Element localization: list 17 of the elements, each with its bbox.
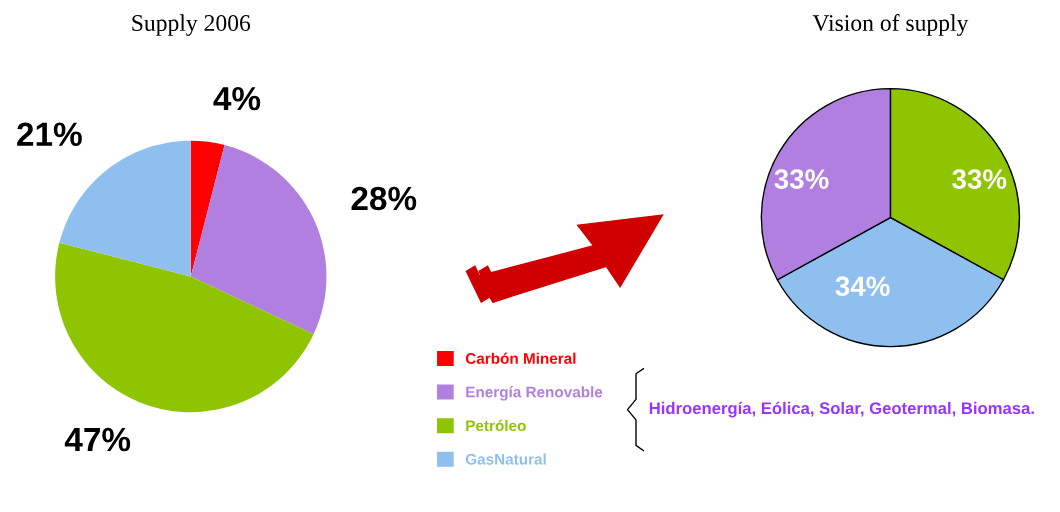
data-label: 4%	[213, 86, 261, 111]
chart-title: Supply 2006	[132, 14, 251, 36]
data-label: 21%	[17, 122, 82, 146]
pie-slice	[190, 145, 327, 335]
legend-label: Petróleo	[466, 419, 526, 432]
text: Hidroenergía, Eólica, Solar, Geotermal, Biomasa.	[649, 401, 1034, 418]
legend-label: Carbón Mineral	[465, 352, 576, 364]
data-label: 28%	[351, 186, 417, 211]
legend-label: GasNatural	[465, 453, 546, 465]
data-label: 47%	[64, 427, 131, 452]
data-label: 34%	[835, 276, 890, 297]
pie-slice	[55, 242, 314, 413]
data-label: 33%	[774, 169, 829, 189]
chart-title: Vision of supply	[812, 14, 969, 36]
data-label: 33%	[952, 169, 1007, 189]
legend-label: Energía Renovable	[466, 386, 603, 401]
pie-slice	[190, 140, 225, 277]
